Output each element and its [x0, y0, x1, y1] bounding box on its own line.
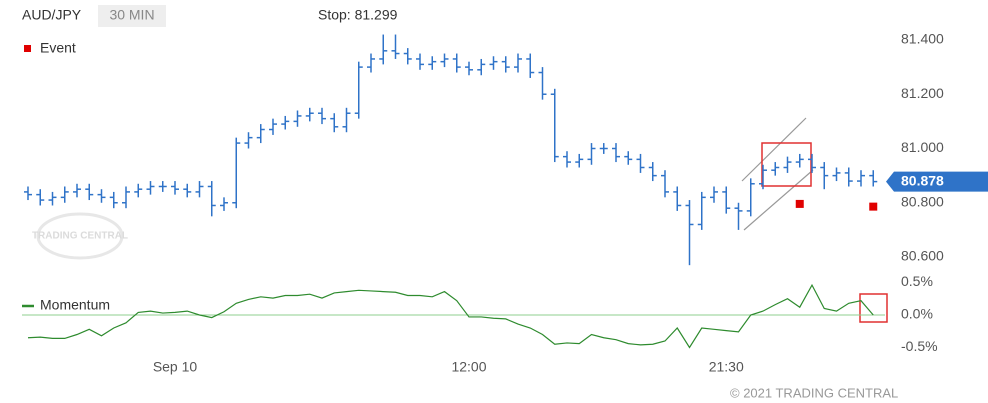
y-tick-label: 81.400: [901, 31, 944, 47]
y-tick-label: 81.200: [901, 85, 944, 101]
last-price-tag: [886, 171, 988, 192]
momentum-box: [859, 293, 888, 323]
event-marker: [869, 202, 878, 211]
y-tick-label: 80.600: [901, 248, 944, 264]
y-tick-label: 81.000: [901, 139, 944, 155]
watermark-logo: [36, 212, 124, 260]
channel-line: [741, 117, 807, 182]
stop-annotation: Stop: 81.299: [318, 7, 398, 23]
y-tick-label: 80.800: [901, 193, 944, 209]
y-tick-label: -0.5%: [901, 338, 938, 354]
x-tick-label: 21:30: [709, 359, 744, 375]
timeframe-box: [98, 5, 166, 27]
channel-line: [743, 169, 814, 231]
pattern-box: [761, 142, 812, 187]
copyright: © 2021 TRADING CENTRAL: [730, 385, 898, 400]
y-tick-label: 0.5%: [901, 273, 933, 289]
symbol: AUD/JPY: [22, 7, 82, 23]
timeframe: 30 MIN: [109, 7, 154, 23]
watermark-group: TRADING CENTRAL: [32, 212, 128, 260]
watermark: TRADING CENTRAL: [32, 231, 128, 242]
legend-label: Event: [40, 40, 76, 56]
x-tick-label: 12:00: [451, 359, 486, 375]
event-marker: [795, 199, 804, 208]
y-tick-label: 0.0%: [901, 306, 933, 322]
last-price-label: 80.878: [901, 172, 944, 188]
legend-label: Momentum: [40, 297, 110, 313]
x-tick-label: Sep 10: [153, 359, 198, 375]
legend-swatch: [24, 45, 31, 52]
momentum-line: [27, 283, 874, 349]
